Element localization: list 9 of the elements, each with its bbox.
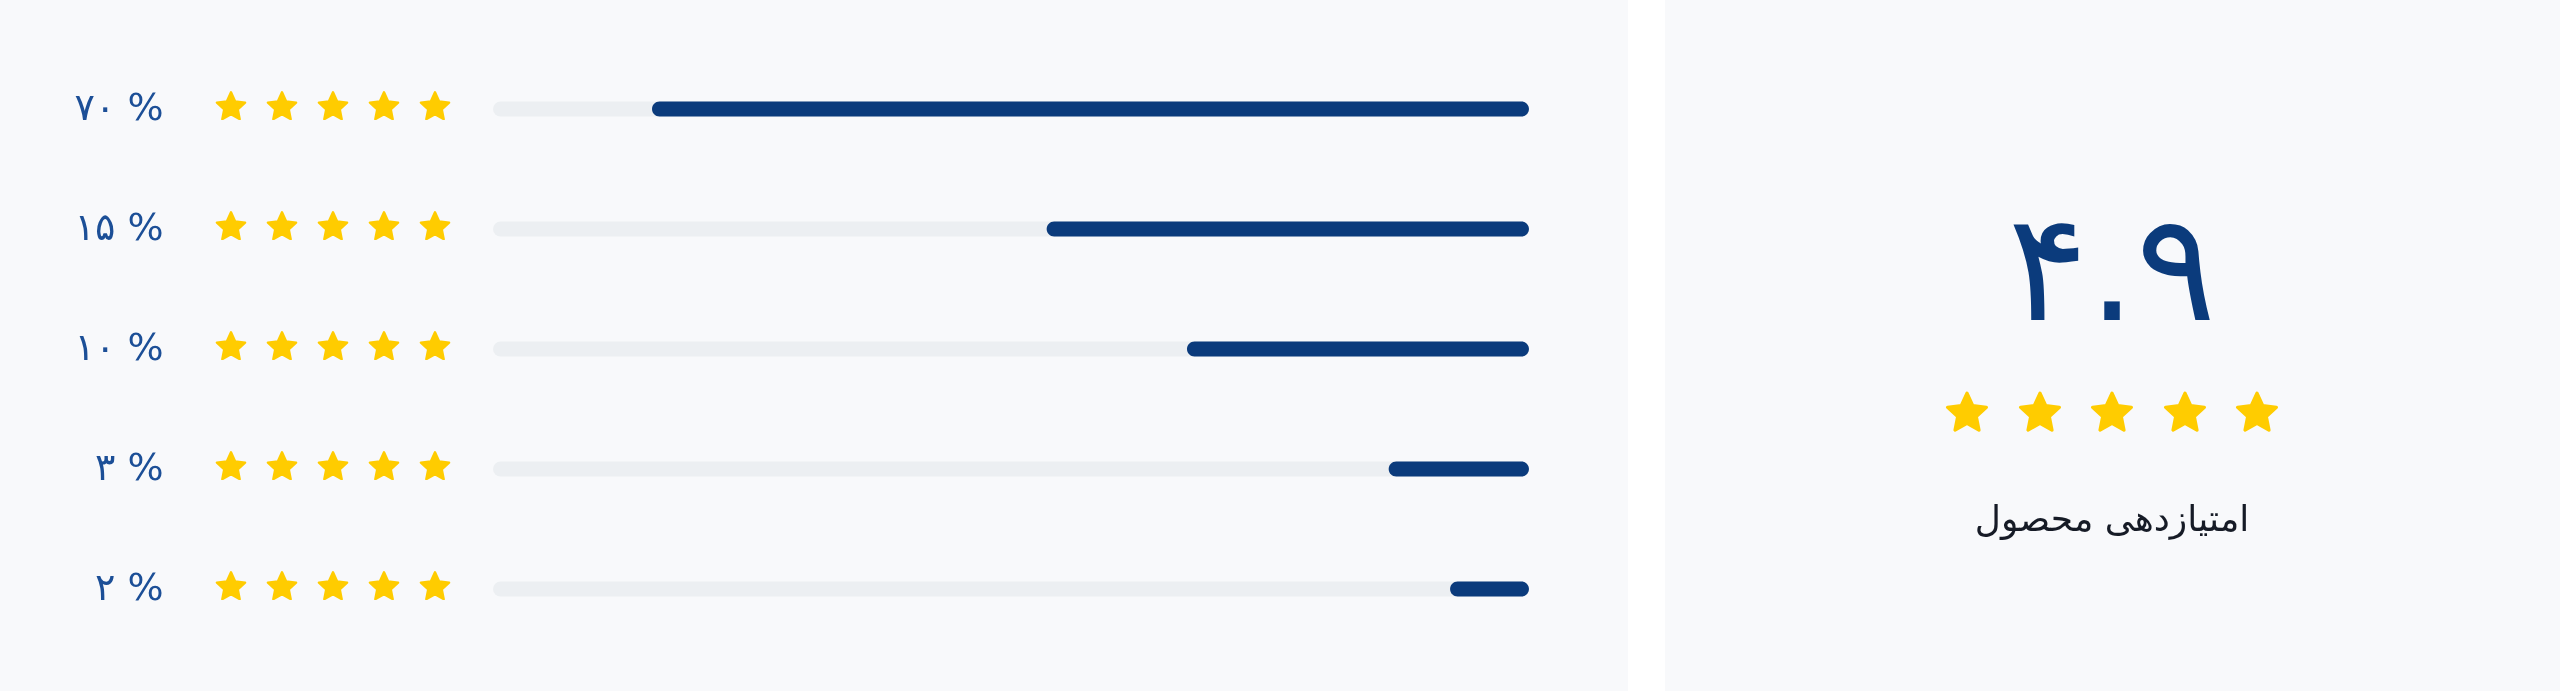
bar (1450, 581, 1529, 597)
y-tick-label: ۳ % (94, 445, 164, 489)
bar (1388, 461, 1529, 477)
text: امتیازدهی محصول (1974, 498, 2250, 540)
y-tick-label: ۱۵ % (74, 205, 164, 249)
y-tick-label: ۷۰ % (74, 85, 164, 129)
y-tick-label: ۱۰ % (74, 325, 164, 369)
y-tick-label: ۲ % (94, 565, 164, 609)
text: ۴.۹ (2007, 181, 2217, 355)
